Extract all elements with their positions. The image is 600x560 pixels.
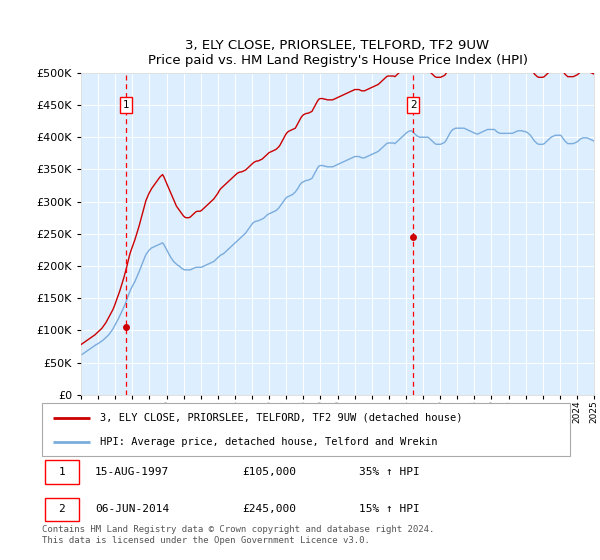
Text: 2: 2: [410, 100, 416, 110]
Text: 2: 2: [58, 505, 65, 515]
Text: 15-AUG-1997: 15-AUG-1997: [95, 467, 169, 477]
Text: 35% ↑ HPI: 35% ↑ HPI: [359, 467, 419, 477]
Text: HPI: Average price, detached house, Telford and Wrekin: HPI: Average price, detached house, Telf…: [100, 437, 437, 447]
Text: £245,000: £245,000: [242, 505, 296, 515]
Text: 15% ↑ HPI: 15% ↑ HPI: [359, 505, 419, 515]
Text: 3, ELY CLOSE, PRIORSLEE, TELFORD, TF2 9UW (detached house): 3, ELY CLOSE, PRIORSLEE, TELFORD, TF2 9U…: [100, 413, 463, 423]
Text: 1: 1: [58, 467, 65, 477]
FancyBboxPatch shape: [42, 403, 570, 456]
Text: 06-JUN-2014: 06-JUN-2014: [95, 505, 169, 515]
FancyBboxPatch shape: [44, 498, 79, 521]
Title: 3, ELY CLOSE, PRIORSLEE, TELFORD, TF2 9UW
Price paid vs. HM Land Registry's Hous: 3, ELY CLOSE, PRIORSLEE, TELFORD, TF2 9U…: [148, 39, 527, 67]
FancyBboxPatch shape: [44, 460, 79, 484]
Text: Contains HM Land Registry data © Crown copyright and database right 2024.
This d: Contains HM Land Registry data © Crown c…: [42, 525, 434, 545]
Text: 1: 1: [122, 100, 129, 110]
Text: £105,000: £105,000: [242, 467, 296, 477]
